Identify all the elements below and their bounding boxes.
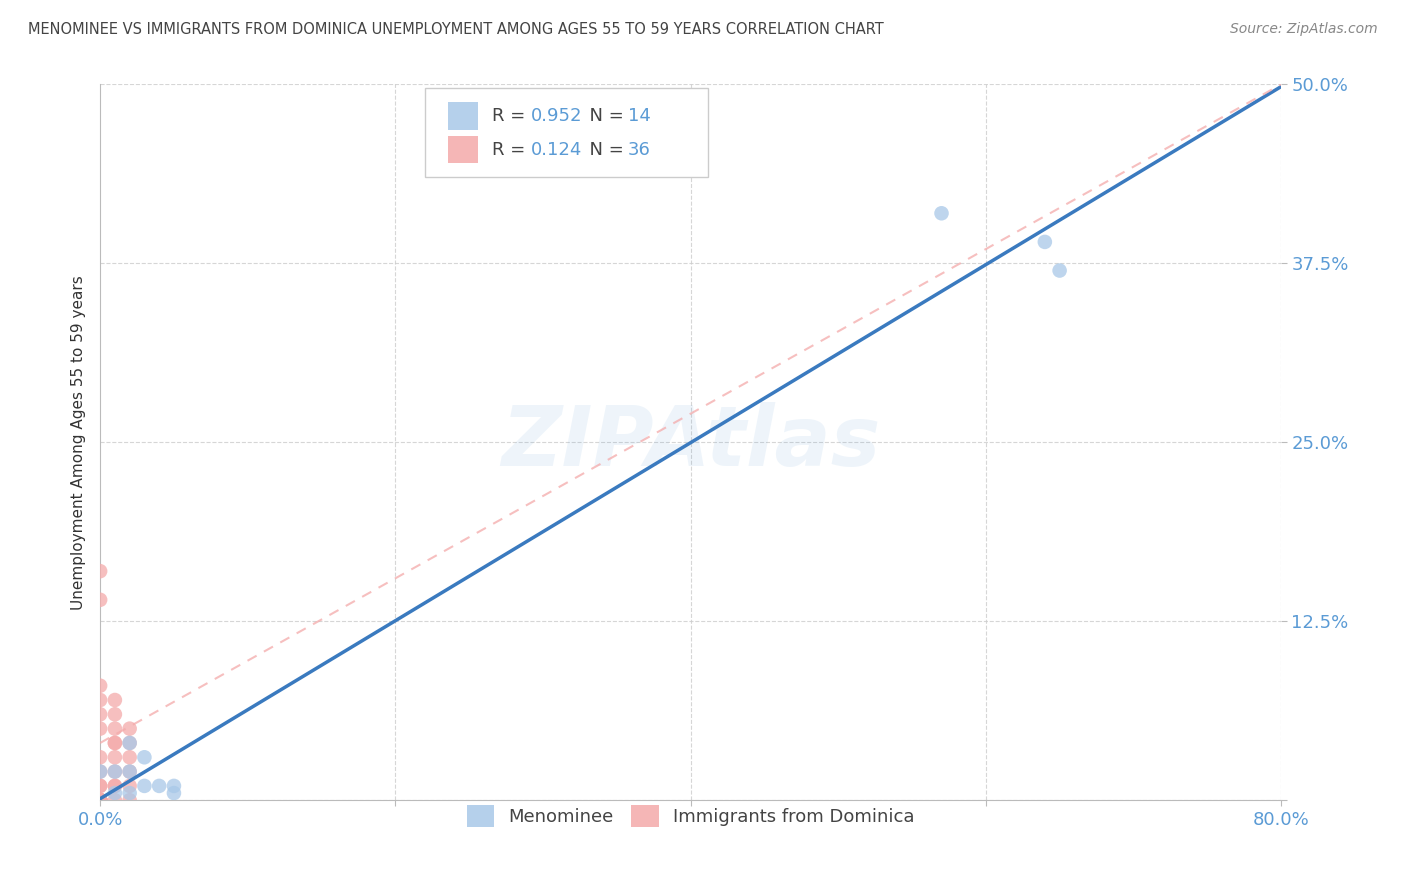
Point: [118, 786, 141, 800]
Point: [104, 779, 127, 793]
Point: [89, 793, 111, 807]
Point: [104, 750, 127, 764]
Point: [89, 793, 111, 807]
Text: 14: 14: [628, 107, 651, 125]
Point: [104, 736, 127, 750]
Point: [89, 592, 111, 607]
Text: 0.952: 0.952: [531, 107, 582, 125]
Text: 0.124: 0.124: [531, 141, 582, 159]
Point: [89, 707, 111, 722]
Point: [89, 779, 111, 793]
Point: [1033, 235, 1056, 249]
Point: [104, 786, 127, 800]
Point: [118, 764, 141, 779]
Point: [89, 793, 111, 807]
Legend: Menominee, Immigrants from Dominica: Menominee, Immigrants from Dominica: [460, 797, 922, 834]
Point: [118, 736, 141, 750]
Point: [104, 707, 127, 722]
Text: R =: R =: [492, 141, 531, 159]
Point: [89, 722, 111, 736]
Point: [89, 793, 111, 807]
Point: [89, 693, 111, 707]
FancyBboxPatch shape: [449, 136, 478, 163]
Point: [89, 779, 111, 793]
Point: [89, 793, 111, 807]
Point: [104, 764, 127, 779]
Point: [104, 736, 127, 750]
Point: [89, 750, 111, 764]
Point: [118, 736, 141, 750]
Point: [104, 779, 127, 793]
Point: [118, 750, 141, 764]
Point: [134, 750, 156, 764]
Point: [1049, 263, 1071, 277]
Text: R =: R =: [492, 107, 531, 125]
Text: 36: 36: [628, 141, 651, 159]
Point: [89, 679, 111, 693]
Point: [118, 779, 141, 793]
Point: [931, 206, 953, 220]
Point: [104, 722, 127, 736]
Point: [163, 786, 186, 800]
Point: [163, 779, 186, 793]
Point: [134, 779, 156, 793]
Point: [89, 793, 111, 807]
Point: [89, 564, 111, 578]
Point: [104, 693, 127, 707]
Text: MENOMINEE VS IMMIGRANTS FROM DOMINICA UNEMPLOYMENT AMONG AGES 55 TO 59 YEARS COR: MENOMINEE VS IMMIGRANTS FROM DOMINICA UN…: [28, 22, 884, 37]
Y-axis label: Unemployment Among Ages 55 to 59 years: Unemployment Among Ages 55 to 59 years: [72, 275, 86, 610]
Point: [89, 764, 111, 779]
Text: N =: N =: [578, 107, 630, 125]
Point: [89, 793, 111, 807]
Point: [89, 793, 111, 807]
FancyBboxPatch shape: [449, 103, 478, 129]
Point: [104, 764, 127, 779]
Point: [89, 793, 111, 807]
Text: N =: N =: [578, 141, 630, 159]
Point: [118, 793, 141, 807]
Point: [89, 764, 111, 779]
FancyBboxPatch shape: [425, 88, 709, 178]
Point: [89, 793, 111, 807]
Point: [118, 722, 141, 736]
Point: [118, 764, 141, 779]
Point: [104, 793, 127, 807]
Text: Source: ZipAtlas.com: Source: ZipAtlas.com: [1230, 22, 1378, 37]
Point: [148, 779, 170, 793]
Text: ZIPAtlas: ZIPAtlas: [501, 401, 880, 483]
